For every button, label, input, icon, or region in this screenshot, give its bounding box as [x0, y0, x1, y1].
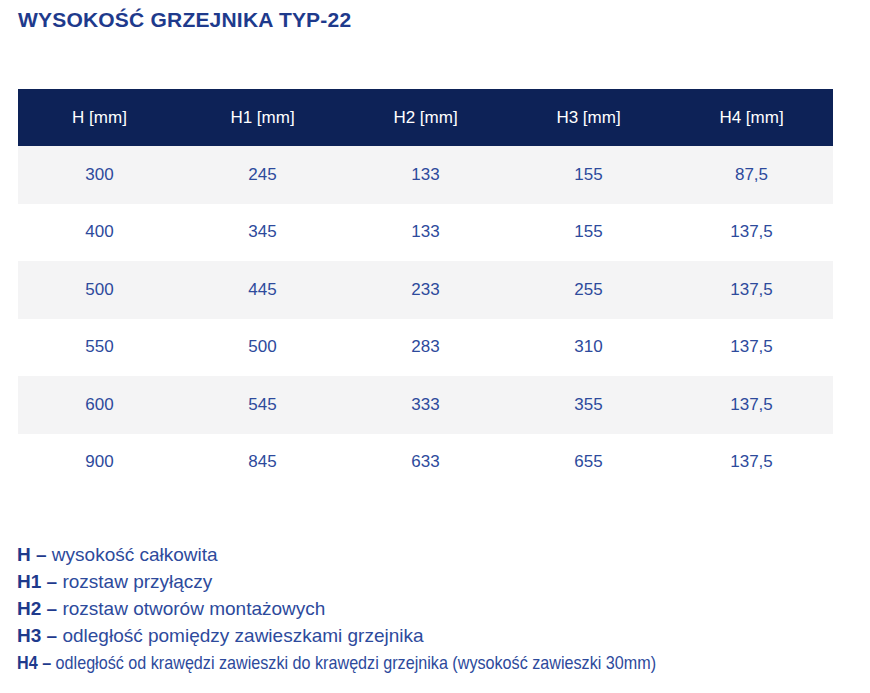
legend-definition: rozstaw przyłączy: [62, 571, 212, 592]
table-row: 900845633655137,5: [18, 434, 833, 492]
table-cell: 300: [18, 146, 181, 204]
table-row: 400345133155137,5: [18, 204, 833, 262]
table-cell: 155: [507, 204, 670, 262]
legend-line: H1 – rozstaw przyłączy: [17, 568, 212, 595]
table-cell: 445: [181, 261, 344, 319]
legend-item-h: H – wysokość całkowita: [17, 541, 769, 568]
table-cell: 87,5: [670, 146, 833, 204]
legend-definition: odległość od krawędzi zawieszki do krawę…: [56, 652, 656, 673]
legend-line: H4 – odległość od krawędzi zawieszki do …: [17, 649, 656, 676]
legend-line: H2 – rozstaw otworów montażowych: [17, 595, 325, 622]
table-cell: 333: [344, 376, 507, 434]
table-cell: 633: [344, 434, 507, 492]
page-title: WYSOKOŚĆ GRZEJNIKA TYP-22: [18, 8, 351, 32]
legend-definition: wysokość całkowita: [52, 544, 218, 565]
legend-term: H4 –: [17, 652, 51, 673]
legend-definition: rozstaw otworów montażowych: [62, 598, 325, 619]
header-cell-h4: H4 [mm]: [670, 89, 833, 146]
table-cell: 133: [344, 204, 507, 262]
table-row: 550500283310137,5: [18, 319, 833, 377]
legend-item-h2: H2 – rozstaw otworów montażowych: [17, 595, 769, 622]
table-cell: 500: [18, 261, 181, 319]
table-row: 30024513315587,5: [18, 146, 833, 204]
table-header: H [mm] H1 [mm] H2 [mm] H3 [mm] H4 [mm]: [18, 89, 833, 146]
table-row: 600545333355137,5: [18, 376, 833, 434]
legend-line: H – wysokość całkowita: [17, 541, 218, 568]
legend-definition: odległość pomiędzy zawieszkami grzejnika: [62, 625, 423, 646]
table-row: 500445233255137,5: [18, 261, 833, 319]
table-cell: 310: [507, 319, 670, 377]
table-cell: 500: [181, 319, 344, 377]
table-cell: 245: [181, 146, 344, 204]
legend-term: H –: [17, 544, 47, 565]
table-cell: 900: [18, 434, 181, 492]
legend-term: H2 –: [17, 598, 57, 619]
legend-term: H1 –: [17, 571, 57, 592]
table-cell: 137,5: [670, 376, 833, 434]
table-cell: 655: [507, 434, 670, 492]
table-cell: 283: [344, 319, 507, 377]
table-cell: 137,5: [670, 261, 833, 319]
legend-item-h3: H3 – odległość pomiędzy zawieszkami grze…: [17, 622, 769, 649]
header-cell-h1: H1 [mm]: [181, 89, 344, 146]
table-cell: 345: [181, 204, 344, 262]
table-cell: 155: [507, 146, 670, 204]
table-cell: 845: [181, 434, 344, 492]
spec-table: H [mm] H1 [mm] H2 [mm] H3 [mm] H4 [mm] 3…: [18, 89, 833, 491]
table-cell: 137,5: [670, 319, 833, 377]
datasheet-page: WYSOKOŚĆ GRZEJNIKA TYP-22 H [mm] H1 [mm]…: [0, 0, 870, 693]
legend-term: H3 –: [17, 625, 57, 646]
legend: H – wysokość całkowita H1 – rozstaw przy…: [17, 541, 769, 676]
legend-line: H3 – odległość pomiędzy zawieszkami grze…: [17, 622, 424, 649]
table-cell: 137,5: [670, 434, 833, 492]
table-cell: 233: [344, 261, 507, 319]
table-cell: 400: [18, 204, 181, 262]
table-cell: 133: [344, 146, 507, 204]
table-cell: 550: [18, 319, 181, 377]
legend-item-h1: H1 – rozstaw przyłączy: [17, 568, 769, 595]
header-cell-h2: H2 [mm]: [344, 89, 507, 146]
header-cell-h: H [mm]: [18, 89, 181, 146]
table-cell: 137,5: [670, 204, 833, 262]
header-cell-h3: H3 [mm]: [507, 89, 670, 146]
table-cell: 600: [18, 376, 181, 434]
table-cell: 255: [507, 261, 670, 319]
table-body: 30024513315587,5400345133155137,55004452…: [18, 146, 833, 491]
table-cell: 355: [507, 376, 670, 434]
header-row: H [mm] H1 [mm] H2 [mm] H3 [mm] H4 [mm]: [18, 89, 833, 146]
table-cell: 545: [181, 376, 344, 434]
legend-item-h4: H4 – odległość od krawędzi zawieszki do …: [17, 649, 769, 676]
